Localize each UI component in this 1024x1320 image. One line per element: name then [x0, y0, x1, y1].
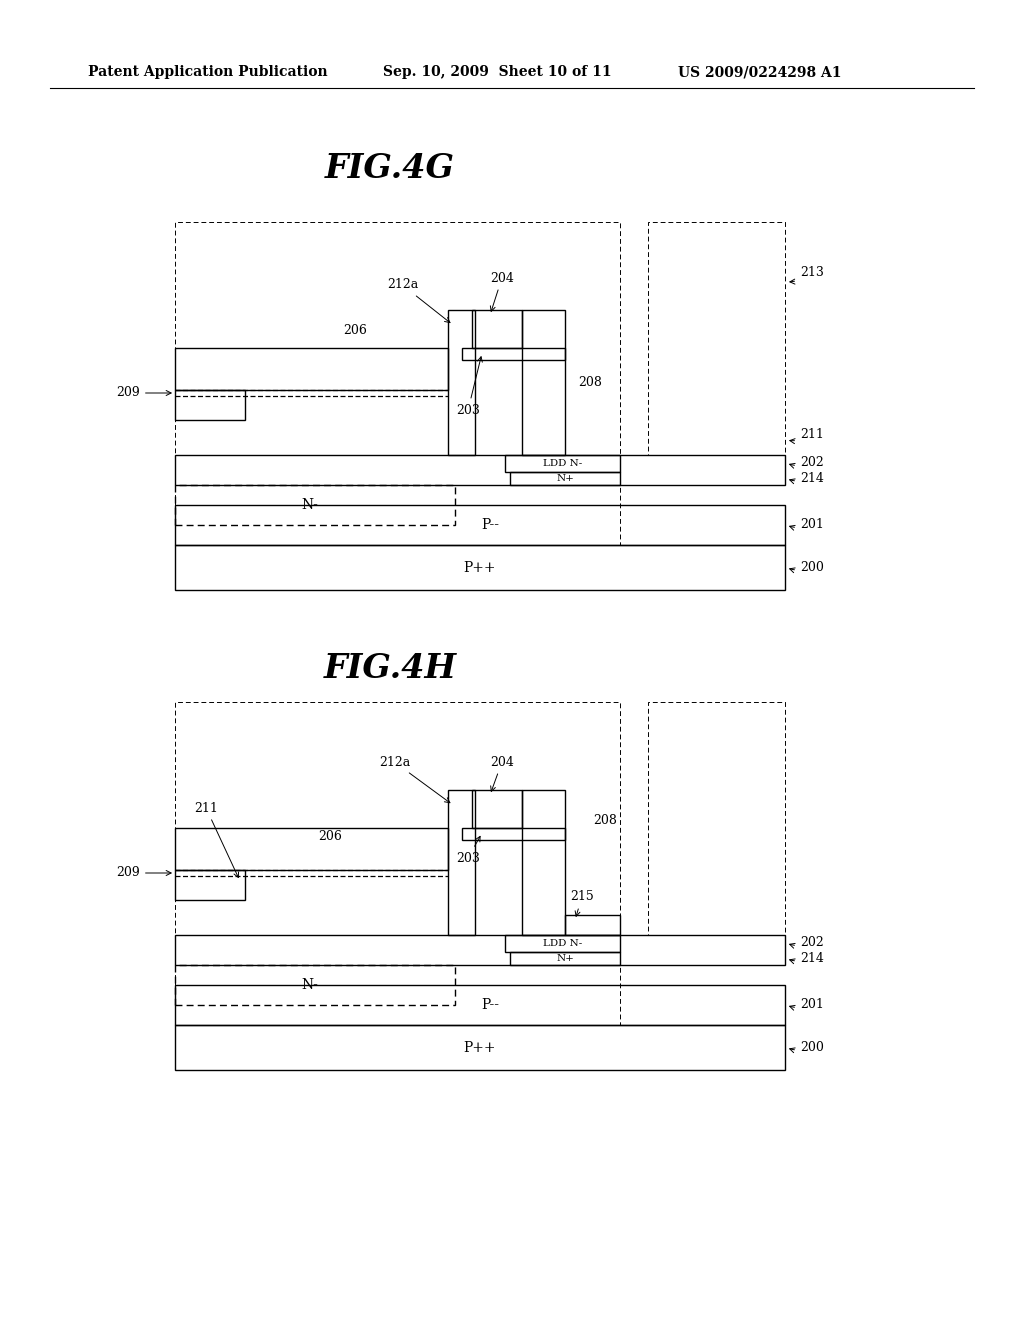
Text: 209: 209 — [117, 866, 171, 879]
Text: P--: P-- — [481, 998, 499, 1012]
Text: LDD N-: LDD N- — [543, 939, 582, 948]
Text: 214: 214 — [790, 952, 824, 965]
Text: 201: 201 — [790, 998, 824, 1011]
Bar — [175, 484, 455, 525]
Bar — [175, 455, 785, 484]
Bar — [472, 310, 522, 348]
Bar — [449, 310, 475, 455]
Text: N+: N+ — [556, 954, 573, 964]
Bar — [522, 310, 565, 455]
Bar — [175, 1026, 785, 1071]
Text: 204: 204 — [490, 755, 514, 792]
Bar — [522, 789, 565, 935]
Text: US 2009/0224298 A1: US 2009/0224298 A1 — [678, 65, 842, 79]
Text: 211: 211 — [195, 801, 239, 878]
Bar — [510, 473, 620, 484]
Bar — [175, 935, 785, 965]
Text: 208: 208 — [593, 813, 616, 826]
Bar — [175, 870, 245, 900]
Text: LDD N-: LDD N- — [543, 459, 582, 469]
Text: 212a: 212a — [379, 755, 450, 803]
Text: 202: 202 — [790, 457, 823, 470]
Bar — [462, 348, 565, 360]
Bar — [175, 348, 449, 389]
Text: 203: 203 — [456, 837, 480, 865]
Text: 201: 201 — [790, 519, 824, 532]
Text: N-: N- — [301, 978, 318, 993]
Bar — [175, 985, 785, 1026]
Bar — [175, 965, 455, 1005]
Text: 203: 203 — [456, 356, 482, 417]
Text: 209: 209 — [117, 387, 171, 400]
Bar — [175, 389, 245, 420]
Bar — [175, 222, 620, 545]
Text: Sep. 10, 2009  Sheet 10 of 11: Sep. 10, 2009 Sheet 10 of 11 — [383, 65, 611, 79]
Text: P++: P++ — [464, 1040, 497, 1055]
Text: 215: 215 — [570, 891, 594, 916]
Bar — [175, 828, 449, 870]
Text: 208: 208 — [579, 375, 602, 388]
Text: N+: N+ — [556, 474, 573, 483]
Text: 213: 213 — [790, 265, 824, 284]
Text: 202: 202 — [790, 936, 823, 949]
Text: 211: 211 — [790, 429, 824, 444]
Text: FIG.4H: FIG.4H — [324, 652, 457, 685]
Bar — [648, 222, 785, 455]
Text: P++: P++ — [464, 561, 497, 574]
Bar — [510, 952, 620, 965]
Bar — [462, 828, 565, 840]
Bar — [472, 789, 522, 828]
Text: Patent Application Publication: Patent Application Publication — [88, 65, 328, 79]
Bar — [505, 455, 620, 473]
Bar — [175, 702, 620, 1026]
Text: 204: 204 — [490, 272, 514, 312]
Text: 206: 206 — [343, 323, 367, 337]
Text: P--: P-- — [481, 517, 499, 532]
Bar — [505, 935, 620, 952]
Text: N-: N- — [301, 498, 318, 512]
Bar — [175, 545, 785, 590]
Text: 200: 200 — [790, 1041, 824, 1053]
Bar — [648, 702, 785, 935]
Bar — [175, 506, 785, 545]
Text: 206: 206 — [318, 829, 342, 842]
Bar — [565, 915, 620, 935]
Bar — [449, 789, 475, 935]
Text: 200: 200 — [790, 561, 824, 574]
Text: FIG.4G: FIG.4G — [325, 152, 455, 185]
Text: 214: 214 — [790, 473, 824, 484]
Text: 212a: 212a — [387, 279, 450, 322]
